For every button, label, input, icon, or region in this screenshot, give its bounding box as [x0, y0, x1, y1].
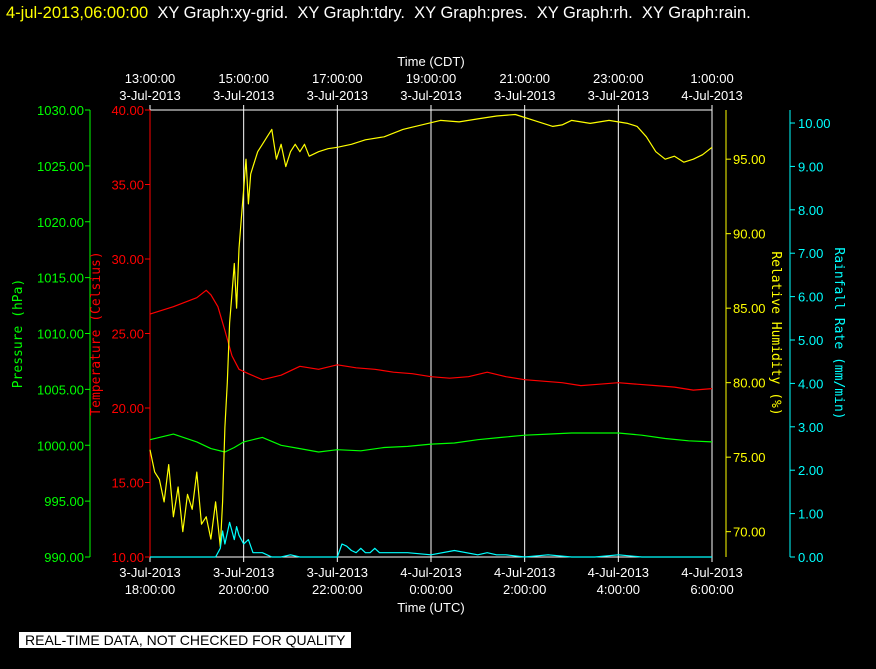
pressure-tick-label: 1020.00 — [37, 215, 84, 230]
x-tick-label-bottom-date: 4-Jul-2013 — [681, 565, 742, 580]
rain-tick-label: 4.00 — [798, 376, 823, 391]
x-tick-label-top-date: 3-Jul-2013 — [588, 88, 649, 103]
x-axis-title-top: Time (CDT) — [397, 54, 464, 69]
pressure-tick-label: 990.00 — [44, 550, 84, 565]
humidity-tick-label: 70.00 — [733, 525, 766, 540]
x-axis-title-bottom: Time (UTC) — [397, 600, 464, 615]
humidity-axis-title: Relative Humidity (%) — [768, 251, 783, 415]
x-tick-label-bottom-date: 4-Jul-2013 — [494, 565, 555, 580]
humidity-tick-label: 80.00 — [733, 376, 766, 391]
x-tick-label-bottom-time: 2:00:00 — [503, 582, 546, 597]
temperature-series-line — [149, 289, 713, 391]
x-tick-label-bottom-time: 22:00:00 — [312, 582, 363, 597]
x-tick-label-bottom-time: 20:00:00 — [218, 582, 269, 597]
title-graph-list: XY Graph:xy-grid. XY Graph:tdry. XY Grap… — [157, 4, 751, 22]
temperature-tick-label: 40.00 — [111, 103, 144, 118]
x-tick-label-top-time: 21:00:00 — [499, 71, 550, 86]
x-tick-label-top-time: 23:00:00 — [593, 71, 644, 86]
temperature-tick-label: 15.00 — [111, 476, 144, 491]
temperature-tick-label: 20.00 — [111, 401, 144, 416]
rain-tick-label: 10.00 — [798, 116, 831, 131]
x-tick-label-bottom-date: 3-Jul-2013 — [307, 565, 368, 580]
pressure-tick-label: 1005.00 — [37, 382, 84, 397]
rain-tick-label: 3.00 — [798, 420, 823, 435]
rain-tick-label: 0.00 — [798, 550, 823, 565]
temperature-tick-label: 35.00 — [111, 178, 144, 193]
rain-tick-label: 7.00 — [798, 246, 823, 261]
quality-notice: REAL-TIME DATA, NOT CHECKED FOR QUALITY — [19, 632, 352, 648]
title-timestamp: 4-jul-2013,06:00:00 — [6, 4, 149, 22]
rain-series-line — [150, 521, 712, 558]
humidity-tick-label: 95.00 — [733, 152, 766, 167]
rain-tick-label: 2.00 — [798, 463, 823, 478]
x-tick-label-top-time: 13:00:00 — [125, 71, 176, 86]
rain-tick-label: 1.00 — [798, 507, 823, 522]
x-tick-label-bottom-time: 6:00:00 — [690, 582, 733, 597]
x-tick-label-bottom-date: 4-Jul-2013 — [588, 565, 649, 580]
x-tick-label-bottom-time: 4:00:00 — [597, 582, 640, 597]
pressure-tick-label: 1025.00 — [37, 159, 84, 174]
pressure-tick-label: 1030.00 — [37, 103, 84, 118]
x-tick-label-bottom-time: 0:00:00 — [409, 582, 452, 597]
rain-tick-label: 5.00 — [798, 333, 823, 348]
pressure-series-line — [149, 432, 713, 453]
humidity-tick-label: 75.00 — [733, 450, 766, 465]
temperature-tick-label: 25.00 — [111, 327, 144, 342]
pressure-tick-label: 1000.00 — [37, 438, 84, 453]
x-tick-label-top-time: 17:00:00 — [312, 71, 363, 86]
rain-tick-label: 6.00 — [798, 290, 823, 305]
temperature-tick-label: 10.00 — [111, 550, 144, 565]
temperature-tick-label: 30.00 — [111, 252, 144, 267]
rain-tick-label: 9.00 — [798, 159, 823, 174]
pressure-tick-label: 1015.00 — [37, 271, 84, 286]
x-tick-label-top-date: 4-Jul-2013 — [681, 88, 742, 103]
x-tick-label-bottom-time: 18:00:00 — [125, 582, 176, 597]
humidity-tick-label: 85.00 — [733, 301, 766, 316]
x-tick-label-top-date: 3-Jul-2013 — [307, 88, 368, 103]
x-tick-label-top-date: 3-Jul-2013 — [494, 88, 555, 103]
x-tick-label-top-time: 19:00:00 — [406, 71, 457, 86]
temperature-axis-title: Temperature (Celsius) — [89, 251, 104, 415]
rain-tick-label: 8.00 — [798, 203, 823, 218]
x-tick-label-top-date: 3-Jul-2013 — [400, 88, 461, 103]
humidity-series-line — [149, 113, 713, 548]
x-tick-label-bottom-date: 4-Jul-2013 — [400, 565, 461, 580]
x-tick-label-bottom-date: 3-Jul-2013 — [213, 565, 274, 580]
pressure-axis-title: Pressure (hPa) — [11, 279, 26, 389]
chart-title: 4-jul-2013,06:00:00 XY Graph:xy-grid. XY… — [6, 3, 751, 23]
pressure-tick-label: 1010.00 — [37, 327, 84, 342]
x-tick-label-top-date: 3-Jul-2013 — [213, 88, 274, 103]
pressure-tick-label: 995.00 — [44, 494, 84, 509]
x-tick-label-top-time: 15:00:00 — [218, 71, 269, 86]
x-tick-label-top-date: 3-Jul-2013 — [119, 88, 180, 103]
x-tick-label-top-time: 1:00:00 — [690, 71, 733, 86]
rain-axis-title: Rainfall Rate (mm/min) — [831, 247, 846, 419]
humidity-tick-label: 90.00 — [733, 227, 766, 242]
x-tick-label-bottom-date: 3-Jul-2013 — [119, 565, 180, 580]
